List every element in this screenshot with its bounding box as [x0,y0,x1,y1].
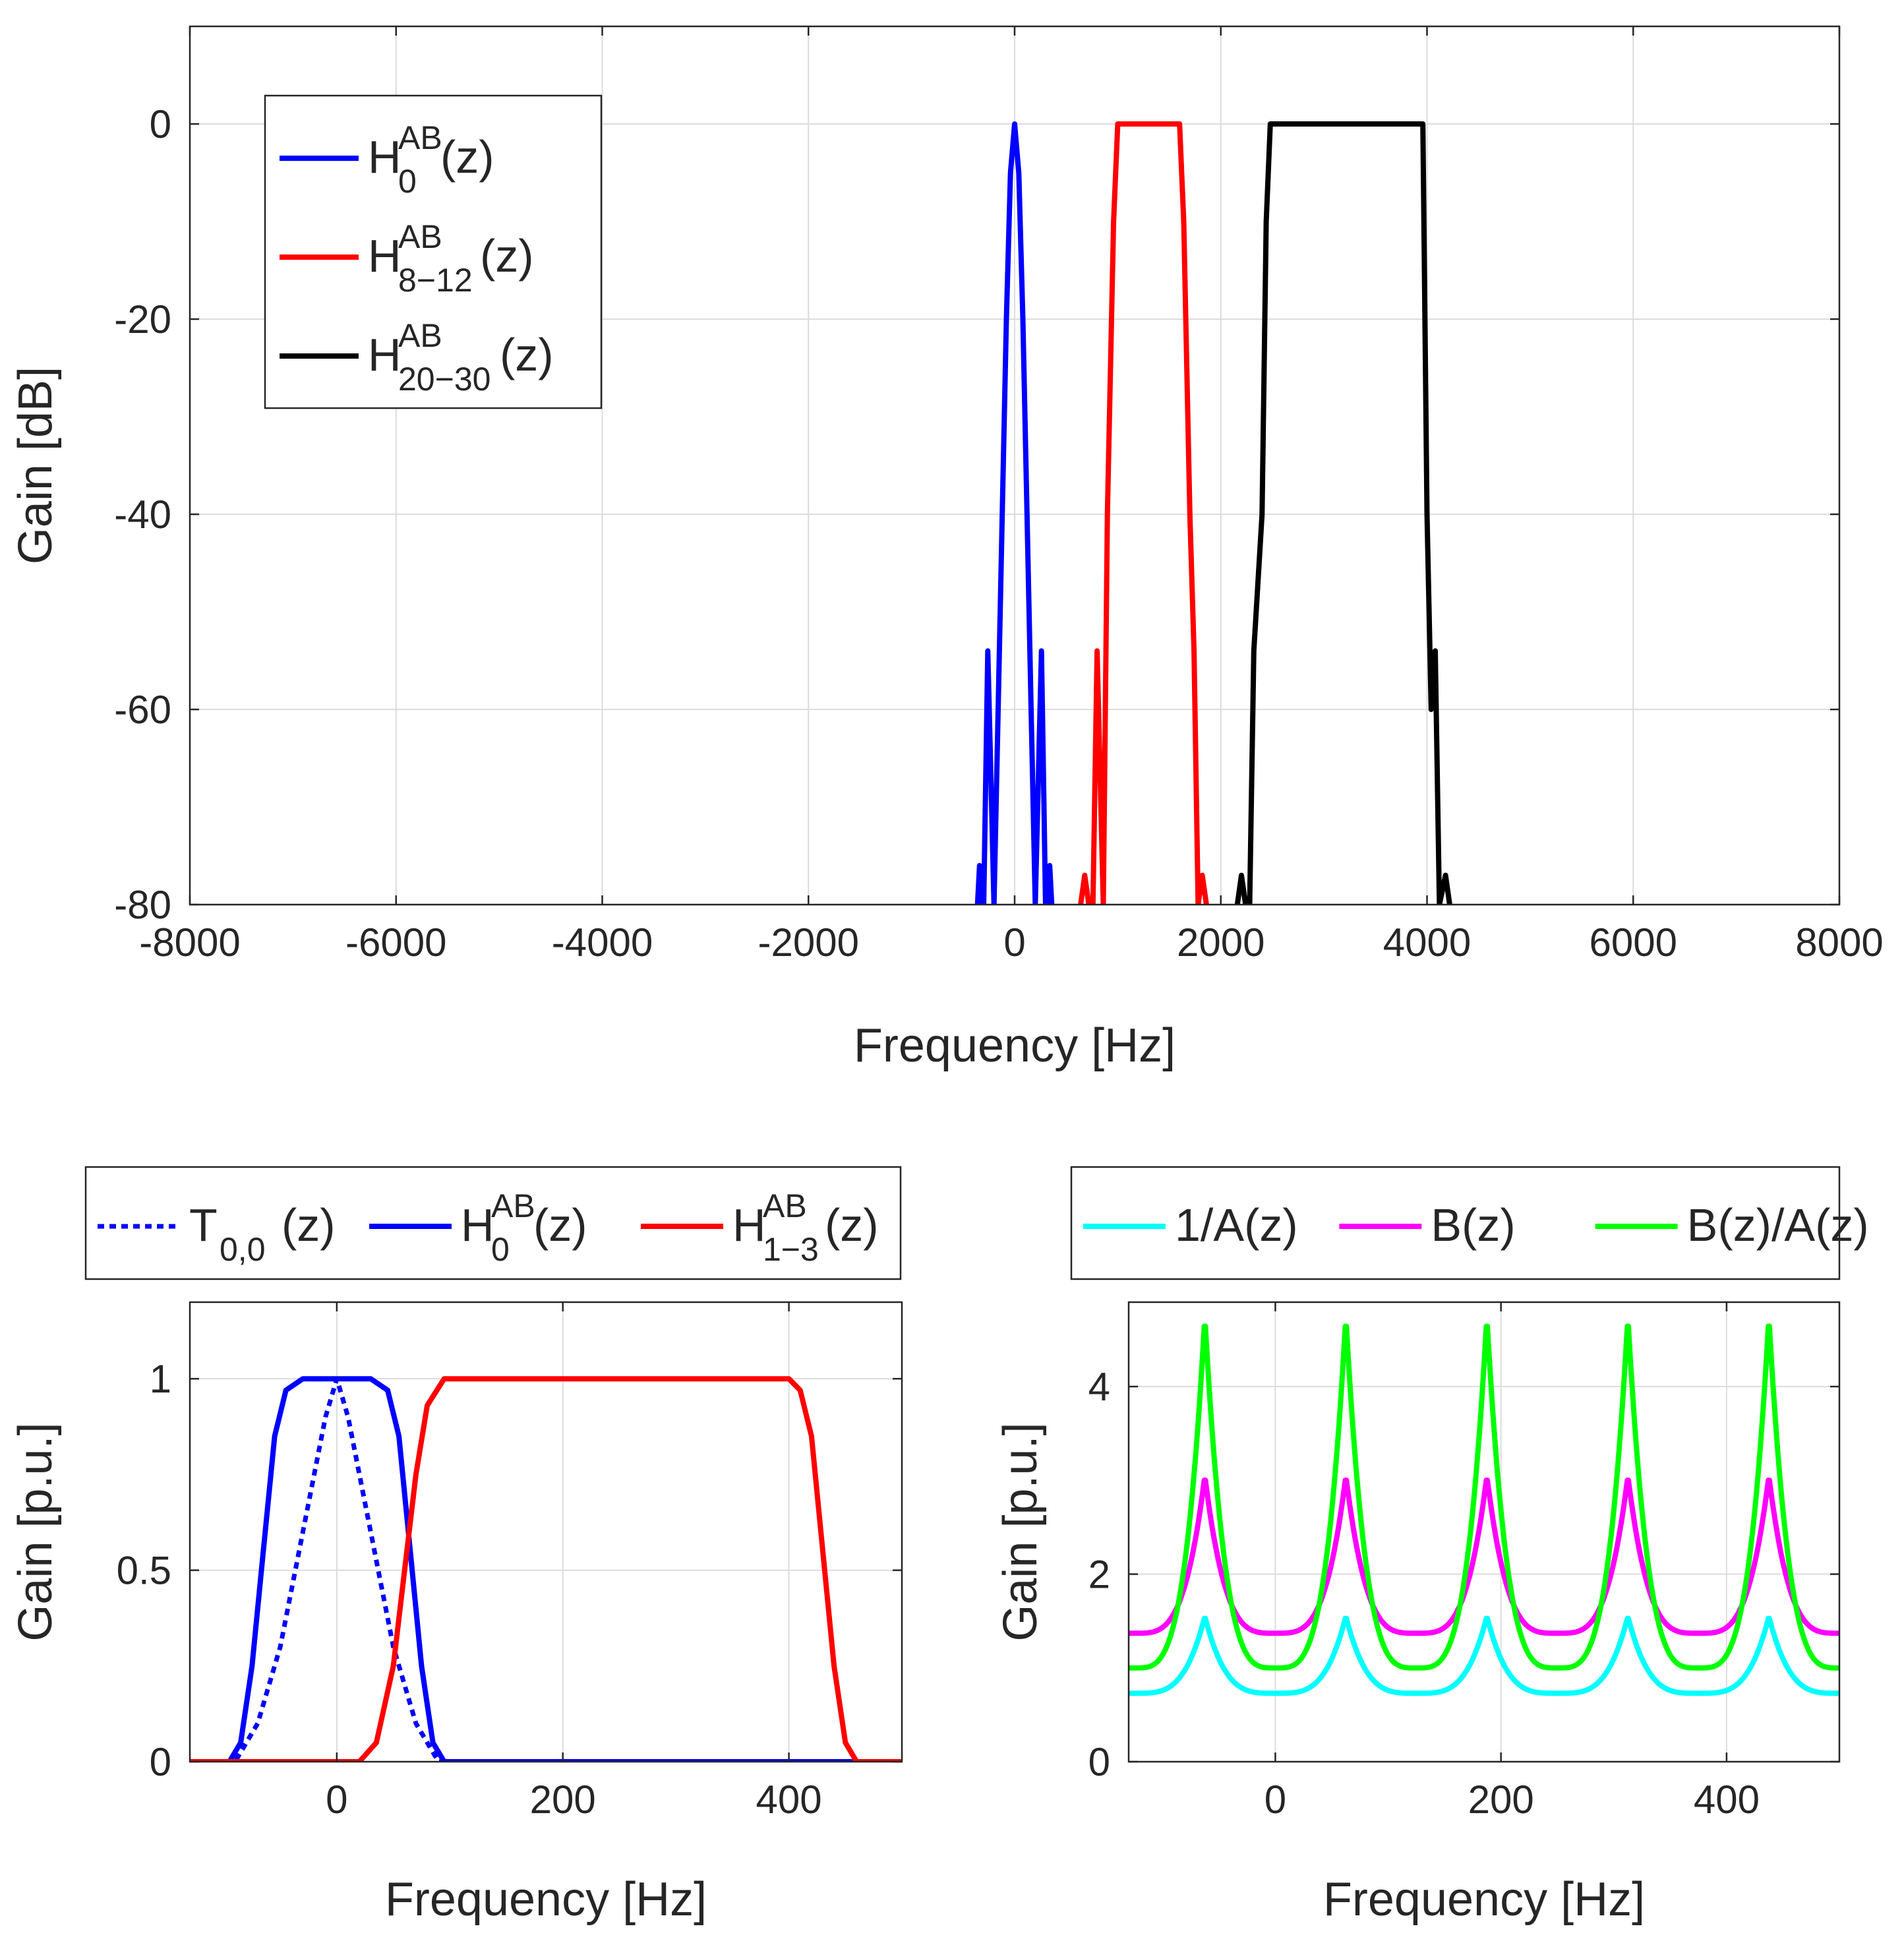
legend-label: T0,0 (z) [189,1199,336,1268]
bottom-right-x-ticks: 0 200 400 [1264,1302,1760,1822]
top-legend: HAB 0 (z) HAB 8−12 (z) HAB 20−30 (z) [264,94,603,409]
x-tick-label: 2000 [1177,920,1264,965]
series-line [1234,121,1452,905]
y-tick-label: 0.5 [117,1549,171,1593]
bottom-right-legend: 1/A(z) B(z) B(z)/A(z) [1070,1166,1869,1280]
bottom-left-legend: T0,0 (z) HAB 0 (z) HAB 1−3 (z) [84,1166,902,1280]
legend-label: HAB 8−12 (z) [368,218,534,299]
y-tick-label: -20 [114,297,171,342]
bottom-left-grid [190,1302,902,1762]
series-line [190,1376,902,1762]
top-x-ticks: -8000 -6000 -4000 -2000 0 2000 4000 6000 8000 [139,26,1884,965]
series-line [1129,1478,1839,1636]
top-series [974,121,1452,905]
bottom-left-x-ticks: 0 200 400 [326,1302,822,1822]
legend-label: HAB 0 (z) [461,1187,587,1268]
y-tick-label: 0 [150,1740,171,1784]
x-tick-label: -2000 [758,920,859,965]
bottom-right-y-ticks: 0 2 4 [1088,1365,1839,1784]
bottom-left-series [190,1376,902,1762]
x-tick-label: 8000 [1795,920,1883,965]
y-tick-label: 2 [1088,1553,1110,1597]
y-tick-label: 4 [1088,1365,1110,1409]
bottom-left-chart: 0 200 400 00.51 Frequency [Hz] Gain [p.u.]… [9,1166,903,1926]
top-x-axis-label: Frequency [Hz] [854,1019,1175,1072]
y-tick-label: 0 [150,102,171,146]
bottom-right-y-axis-label: Gain [p.u.] [994,1422,1047,1641]
bottom-right-chart: 0 200 400 0 2 4 Frequency [Hz] Gain [p.u.] 1… [994,1166,1869,1926]
x-tick-label: 0 [326,1778,347,1822]
legend-label: HAB 20−30 (z) [368,317,554,398]
legend-box [1070,1166,1841,1280]
x-tick-label: -4000 [552,920,653,965]
bottom-right-x-axis-label: Frequency [Hz] [1323,1873,1645,1926]
series-line [974,121,1055,905]
legend-label: HAB 1−3 (z) [732,1187,879,1268]
top-chart: -8000 -6000 -4000 -2000 0 2000 4000 6000 8000 0-… [9,25,1884,1072]
x-tick-label: 400 [1694,1778,1760,1822]
x-tick-label: 400 [756,1778,822,1822]
bottom-left-y-axis-label: Gain [p.u.] [9,1422,62,1641]
y-tick-label: -80 [114,883,171,927]
bottom-left-y-ticks: 00.51 [117,1357,902,1784]
legend-label: HAB 0 (z) [368,119,494,200]
y-tick-label: -60 [114,688,171,732]
series-line [190,1376,902,1762]
series-line [1129,1323,1839,1671]
bottom-right-plot-frame [1127,1301,1841,1763]
x-tick-label: 0 [1003,920,1025,965]
legend-box [84,1166,902,1280]
x-tick-label: -8000 [139,920,240,965]
series-line [1129,1615,1839,1696]
bottom-left-plot-frame [189,1301,903,1763]
y-tick-label: 0 [1088,1740,1110,1784]
legend-label: B(z)/A(z) [1687,1199,1869,1251]
bottom-left-x-axis-label: Frequency [Hz] [385,1873,707,1926]
x-tick-label: -6000 [345,920,446,965]
x-tick-label: 6000 [1590,920,1677,965]
bottom-right-series [1129,1323,1839,1696]
y-tick-label: 1 [150,1357,171,1401]
y-tick-label: -40 [114,493,171,537]
top-y-ticks: 0 -20 -40 -60 -80 [114,102,1839,927]
x-tick-label: 0 [1264,1778,1286,1822]
x-tick-label: 4000 [1383,920,1471,965]
x-tick-label: 200 [530,1778,596,1822]
legend-label: B(z) [1431,1199,1515,1251]
top-y-axis-label: Gain [dB] [9,367,62,564]
x-tick-label: 200 [1468,1778,1534,1822]
series-line [1078,121,1209,905]
legend-label: 1/A(z) [1175,1199,1298,1251]
